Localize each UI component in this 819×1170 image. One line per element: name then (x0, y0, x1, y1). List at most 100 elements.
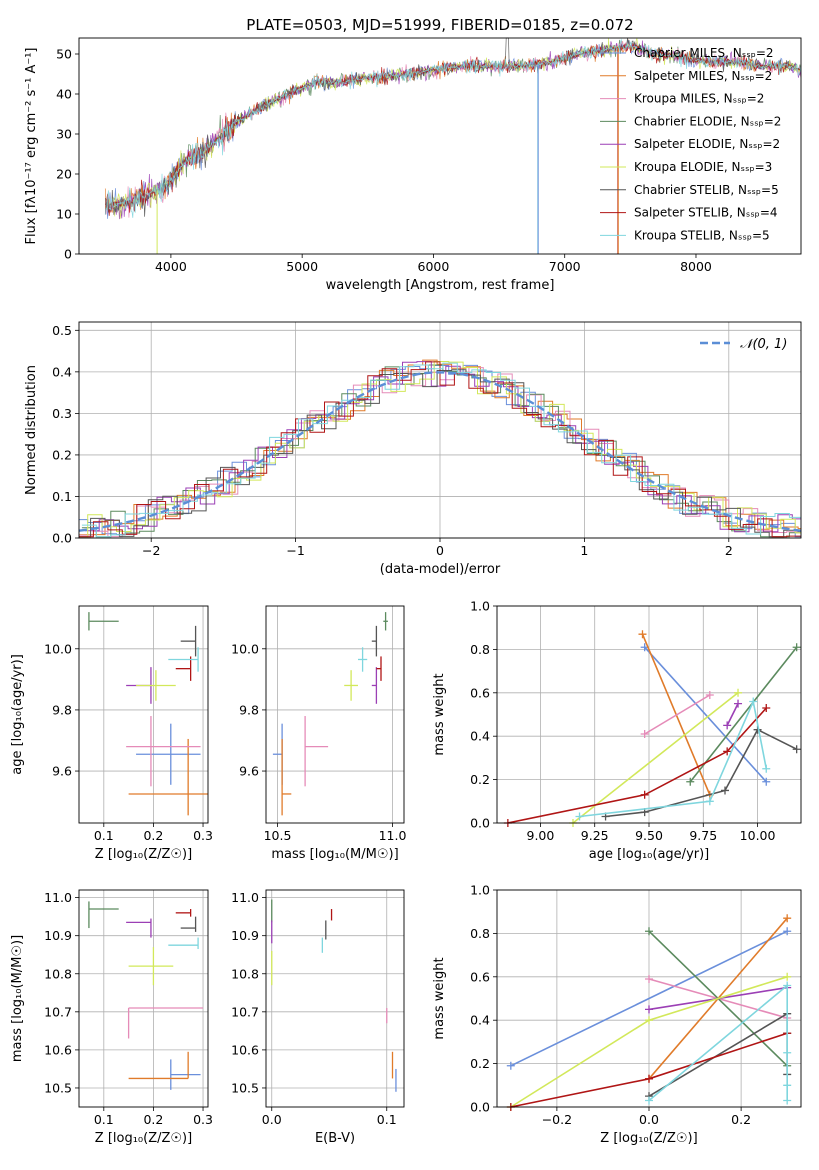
x-tick-label: 0.0 (639, 1112, 659, 1127)
y-tick-label: 0.4 (470, 1013, 490, 1028)
normal-curve (78, 371, 802, 532)
x-tick-label: −1 (286, 543, 304, 558)
spectrum-series (104, 43, 801, 216)
weight-marker (783, 1048, 792, 1057)
weight-marker (506, 1061, 515, 1070)
weight-vs-age-frame (496, 605, 802, 824)
x-tick-label: 0.3 (193, 828, 213, 843)
y-tick-label: 10.9 (44, 928, 72, 943)
legend-entry: Salpeter MILES, Nₛₛₚ=2 (634, 69, 772, 83)
y-tick-label: 10.0 (44, 641, 72, 656)
weight-marker (783, 981, 792, 990)
age-vs-mass-points (272, 612, 388, 816)
y-tick-label: 0.1 (52, 489, 72, 504)
weight-marker (762, 703, 771, 712)
y-tick-label: 20 (56, 167, 72, 182)
weight-vs-age-xlabel: age [log₁₀(age/yr)] (589, 847, 710, 862)
y-tick-label: 9.6 (52, 764, 72, 779)
weight-marker (749, 697, 758, 706)
weight-marker (792, 745, 801, 754)
weight-marker (734, 688, 743, 697)
age-vs-z-frame (78, 605, 209, 824)
y-tick-label: 10.6 (231, 1042, 259, 1057)
y-tick-label: 0.3 (52, 406, 72, 421)
weight-marker (645, 1074, 653, 1083)
y-tick-label: 9.8 (52, 702, 72, 717)
legend-entry: Kroupa MILES, Nₛₛₚ=2 (634, 92, 764, 106)
legend-entry: Salpeter STELIB, Nₛₛₚ=4 (634, 206, 778, 220)
legend-entry: Kroupa STELIB, Nₛₛₚ=5 (634, 228, 770, 242)
weight-line (644, 694, 711, 735)
weight-marker (640, 790, 649, 799)
mass-vs-z-ylabel: mass [log₁₀(M/M☉)] (10, 935, 25, 1062)
y-tick-label: 0.8 (470, 926, 490, 941)
x-tick-label: 0.3 (193, 1112, 213, 1127)
y-tick-label: 10.9 (231, 928, 259, 943)
y-tick-label: 10 (56, 207, 72, 222)
y-tick-label: 0.6 (470, 685, 490, 700)
weight-marker (645, 1016, 653, 1025)
x-tick-label: −0.2 (542, 1112, 572, 1127)
x-tick-label: 2 (725, 543, 733, 558)
normal-legend-label: 𝒩(0, 1) (740, 337, 787, 352)
y-tick-label: 11.0 (231, 890, 259, 905)
age-vs-z-points (88, 612, 208, 816)
x-tick-label: 0.0 (262, 1112, 282, 1127)
y-tick-label: 11.0 (44, 890, 72, 905)
spectrum-ylabel: Flux [fλ10⁻¹⁷ erg cm⁻² s⁻¹ A⁻¹] (24, 48, 39, 245)
weight-vs-z-ylabel: mass weight (432, 957, 447, 1039)
legend-entry: Chabrier ELODIE, Nₛₛₚ=2 (634, 114, 781, 128)
age-vs-mass-axes: 10.5 11.0 9.6 9.8 10.0 (231, 606, 406, 843)
age-vs-z-xlabel: Z [log₁₀(Z/Z☉)] (95, 847, 192, 862)
age-vs-z-ylabel: age [log₁₀(age/yr)] (10, 654, 25, 775)
spectrum-frame (78, 37, 802, 255)
legend-entry: Chabrier STELIB, Nₛₛₚ=5 (634, 183, 779, 197)
y-tick-label: 0.0 (470, 816, 490, 831)
weight-marker (792, 643, 801, 652)
weight-vs-age-series (503, 630, 801, 827)
weight-marker (575, 812, 584, 821)
x-tick-label: 0 (436, 543, 444, 558)
histogram-step (81, 364, 801, 538)
weight-marker (645, 974, 653, 983)
x-tick-label: 10.00 (740, 828, 776, 843)
y-tick-label: 0.5 (52, 323, 72, 338)
x-tick-label: 7000 (549, 259, 581, 274)
y-tick-label: 0.2 (52, 447, 72, 462)
histogram-step (79, 369, 801, 538)
x-tick-label: 0.1 (94, 1112, 114, 1127)
x-tick-label: 6000 (418, 259, 450, 274)
weight-marker (645, 1005, 653, 1014)
mass-vs-z-frame (78, 889, 209, 1108)
weight-line (726, 703, 739, 726)
weight-vs-z-xlabel: Z [log₁₀(Z/Z☉)] (600, 1131, 697, 1146)
residuals-xlabel: (data-model)/error (380, 562, 501, 577)
x-tick-label: 10.5 (264, 828, 292, 843)
weight-marker (783, 1081, 792, 1090)
y-tick-label: 0 (64, 247, 72, 262)
weight-vs-z-series (506, 914, 792, 1111)
mass-vs-z-xlabel: Z [log₁₀(Z/Z☉)] (95, 1131, 192, 1146)
mass-vs-ebv-frame (265, 889, 405, 1108)
histogram-step (84, 361, 801, 533)
weight-line (689, 646, 798, 783)
x-tick-label: 0.2 (143, 1112, 163, 1127)
weight-marker (705, 690, 714, 699)
x-tick-label: 9.75 (689, 828, 717, 843)
residuals-ylabel: Normed distribution (24, 365, 39, 495)
y-tick-label: 0.2 (470, 772, 490, 787)
residuals-frame (78, 321, 802, 539)
weight-line (507, 707, 767, 824)
weight-line (644, 646, 767, 783)
weight-vs-age-ylabel: mass weight (432, 673, 447, 755)
weight-marker (783, 927, 792, 936)
mass-vs-ebv-axes: 0.0 0.1 10.5 10.6 10.7 10.8 10.9 11.0 (231, 890, 404, 1127)
y-tick-label: 0.8 (470, 642, 490, 657)
x-tick-label: 1 (580, 543, 588, 558)
x-tick-label: 0.2 (731, 1112, 751, 1127)
histogram-step (81, 362, 801, 538)
x-tick-label: 11.0 (379, 828, 407, 843)
y-tick-label: 0.0 (470, 1100, 490, 1115)
weight-marker (734, 699, 743, 708)
